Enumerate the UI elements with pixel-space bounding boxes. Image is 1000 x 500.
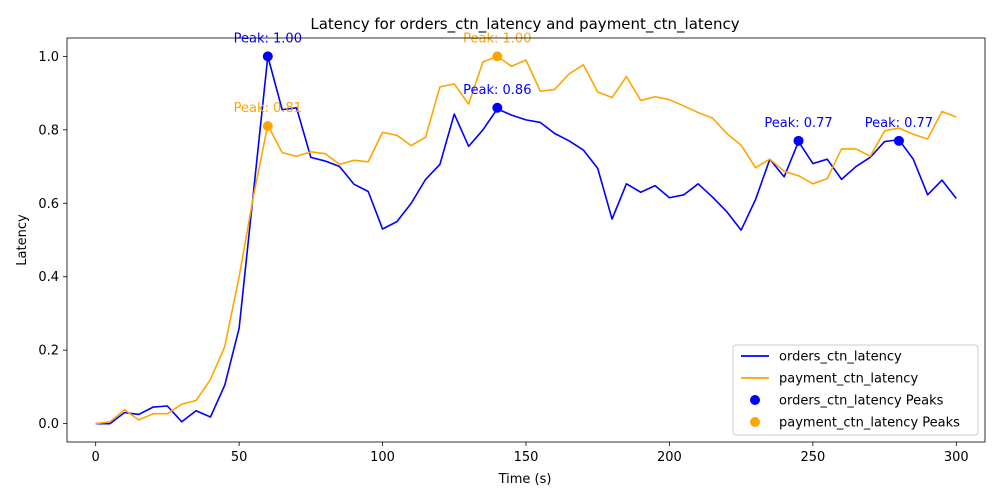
x-axis-label: Time (s) (498, 472, 552, 487)
x-tick-label: 100 (370, 450, 395, 465)
legend-entry-label: payment_ctn_latency (779, 372, 918, 387)
y-axis-label: Latency (15, 214, 30, 266)
series-line-orders-ctn-latency (95, 55, 957, 425)
peak-label: Peak: 0.81 (234, 101, 302, 116)
legend-entry-label: orders_ctn_latency (779, 350, 902, 365)
y-tick-label: 1.0 (38, 50, 59, 65)
series-layer (95, 55, 957, 425)
x-tick-label: 50 (231, 450, 248, 465)
y-tick-label: 0.0 (38, 417, 59, 432)
peak-marker-orders-ctn-latency (793, 135, 804, 146)
peak-marker-orders-ctn-latency (893, 135, 904, 146)
peaks-layer: Peak: 1.00 Peak: 0.86 Peak: 0.77 Peak: 0.77… (234, 31, 933, 146)
legend-entry-label: payment_ctn_latency Peaks (779, 416, 960, 431)
x-tick-label: 300 (944, 450, 969, 465)
peak-label: Peak: 0.77 (764, 116, 832, 131)
x-tick-label: 150 (514, 450, 539, 465)
x-tick-label: 0 (92, 450, 100, 465)
peak-marker-orders-ctn-latency (492, 102, 503, 113)
legend-swatch-marker (750, 395, 760, 405)
x-tick-label: 200 (657, 450, 682, 465)
peak-marker-payment-ctn-latency (262, 121, 273, 132)
peak-marker-orders-ctn-latency (262, 51, 273, 62)
legend-box (732, 344, 979, 436)
legend: orders_ctn_latency payment_ctn_latencyord… (732, 344, 979, 436)
x-tick-label: 250 (800, 450, 825, 465)
peak-label: Peak: 1.00 (234, 31, 302, 46)
series-line-payment-ctn-latency (95, 55, 957, 425)
axes-layer: 0 50 100 150 200 250 300 0.0 0.2 0.4 0.6 0.8 1.0 (38, 37, 986, 465)
y-tick-label: 0.4 (38, 270, 59, 285)
peak-label: Peak: 0.77 (865, 116, 933, 131)
peak-label: Peak: 0.86 (463, 83, 531, 98)
legend-swatch-marker (750, 417, 760, 427)
peak-label: Peak: 1.00 (463, 31, 531, 46)
y-tick-label: 0.6 (38, 197, 59, 212)
peak-marker-payment-ctn-latency (492, 51, 503, 62)
chart-title: Latency for orders_ctn_latency and payme… (310, 15, 739, 34)
y-tick-label: 0.2 (38, 344, 59, 359)
legend-entry-label: orders_ctn_latency Peaks (779, 394, 944, 409)
y-tick-label: 0.8 (38, 123, 59, 138)
